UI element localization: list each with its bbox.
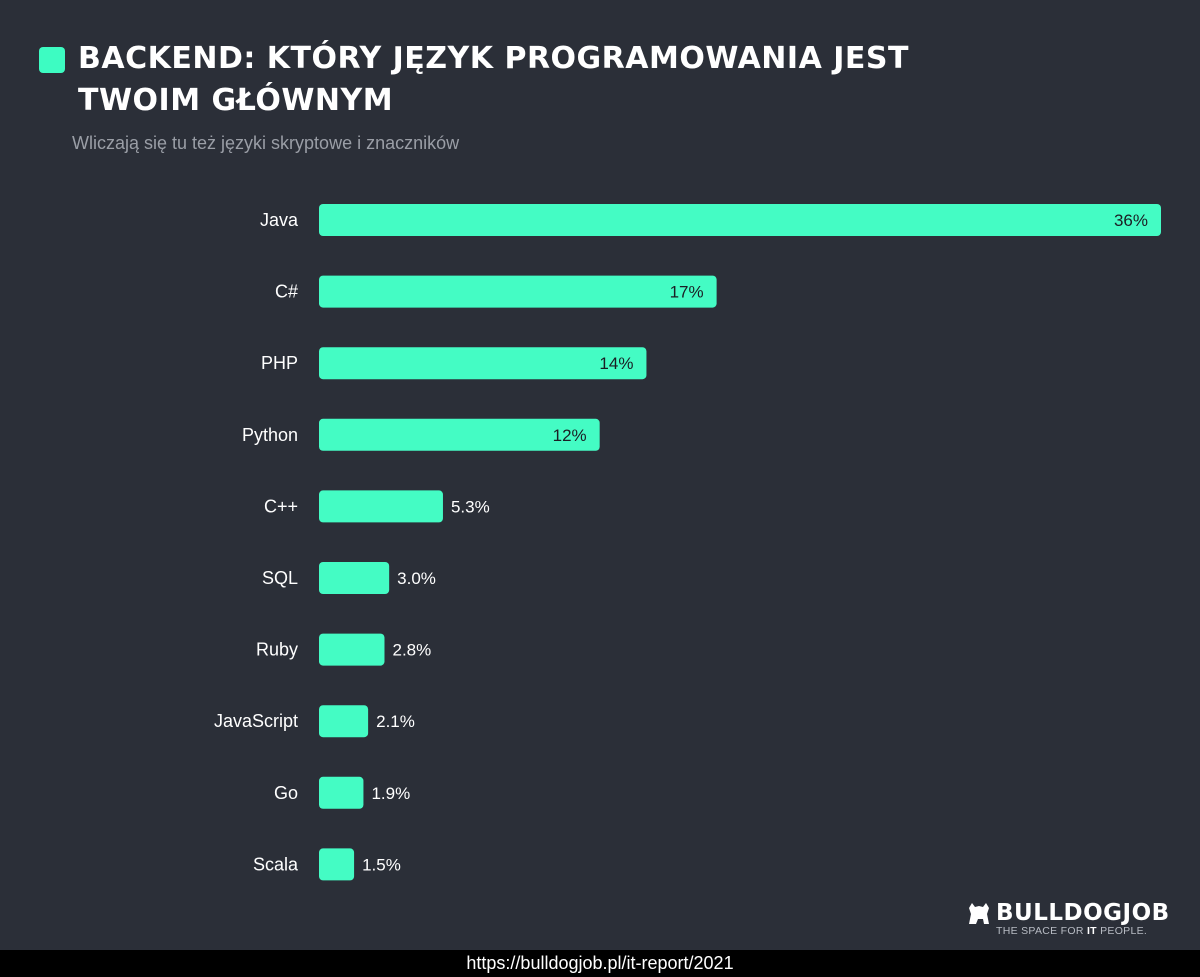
bar <box>319 204 1161 236</box>
category-label: Scala <box>253 854 299 874</box>
category-label: Python <box>242 425 298 445</box>
bar <box>319 490 443 523</box>
category-label: Java <box>260 210 299 230</box>
value-label: 12% <box>553 426 587 445</box>
bar <box>319 633 385 666</box>
title-accent-square <box>39 47 65 73</box>
value-label: 5.3% <box>451 497 490 516</box>
logo-tagline: THE SPACE FOR IT PEOPLE. <box>996 925 1148 937</box>
bar-chart: Java 36% C# 17% PHP 14% Python 12% C++ 5.3% SQL 3.0… <box>214 204 1161 881</box>
bulldogjob-logo: BULLDOGJOB THE SPACE FOR IT PEOPLE. <box>966 900 1169 940</box>
footer-url[interactable]: https://bulldogjob.pl/it-report/2021 <box>0 950 1200 977</box>
category-label: Go <box>274 783 298 803</box>
category-label: JavaScript <box>214 711 298 731</box>
chart-subtitle: Wliczają się tu też języki skryptowe i z… <box>72 133 460 153</box>
category-label: C++ <box>264 496 298 516</box>
category-label: SQL <box>262 568 298 588</box>
bar <box>319 418 600 451</box>
logo-name: BULLDOGJOB <box>996 900 1170 926</box>
category-label: C# <box>275 282 298 302</box>
bar <box>319 347 647 380</box>
value-label: 3.0% <box>397 569 436 588</box>
value-label: 14% <box>599 354 633 373</box>
bulldog-icon <box>969 903 989 924</box>
value-label: 17% <box>670 283 704 302</box>
bar <box>319 562 390 594</box>
value-label: 1.9% <box>371 784 410 803</box>
value-label: 2.8% <box>392 641 431 660</box>
bar <box>319 275 717 308</box>
category-label: Ruby <box>256 640 298 660</box>
value-label: 2.1% <box>376 712 415 731</box>
bar <box>319 705 369 738</box>
chart-title: BACKEND: KTÓRY JĘZYK PROGRAMOWANIA JEST … <box>78 41 909 118</box>
bar <box>319 776 364 809</box>
value-label: 1.5% <box>362 855 401 874</box>
bar <box>319 848 355 881</box>
category-label: PHP <box>261 353 298 373</box>
value-label: 36% <box>1114 211 1148 230</box>
